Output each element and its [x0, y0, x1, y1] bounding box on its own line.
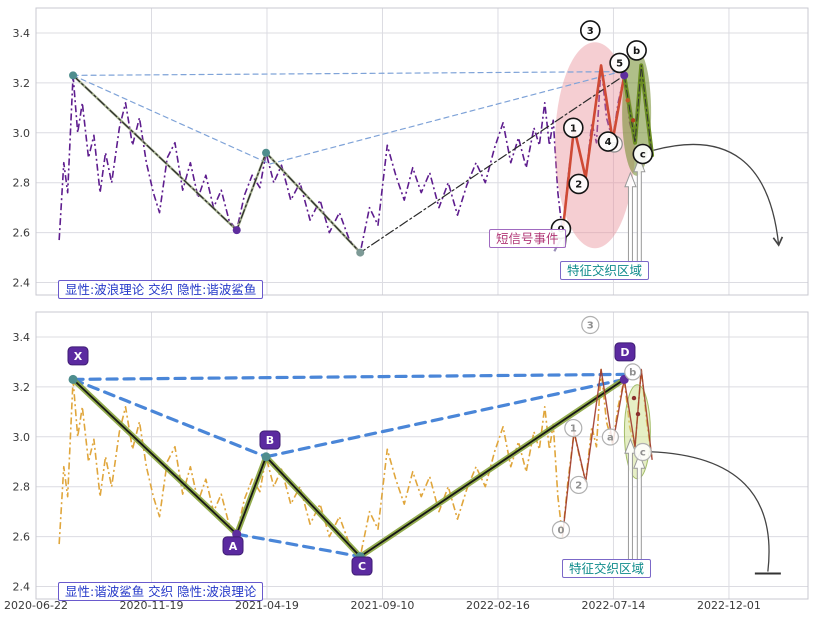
short-signal-label: 短信号事件 [489, 229, 566, 248]
wave-circle-0 [551, 520, 571, 539]
breakout-arrow [653, 143, 784, 247]
feature-zone-label-top: 特征交织区域 [560, 261, 650, 280]
wave-circle-3 [579, 20, 601, 41]
y-tick-label: 2.8 [13, 177, 31, 190]
panel-border [35, 311, 809, 600]
wave-circle-3 [581, 315, 600, 335]
target-arrow [649, 451, 770, 572]
wave-circle-label-b: b [633, 46, 640, 57]
wave-circle-label-b: b [629, 367, 636, 378]
y-tick-label: 3.4 [13, 331, 31, 344]
wave-circle-1 [564, 418, 583, 438]
y-tick-label: 2.8 [13, 481, 31, 494]
wave-impulse-red [561, 64, 626, 234]
y-tick-label: 2.4 [13, 277, 31, 290]
legend-top: 显性:波浪理论 交织 隐性:谐波鲨鱼 [58, 280, 264, 299]
x-tick-label: 2021-09-10 [351, 599, 415, 612]
marker-label-X: X [74, 350, 83, 363]
marker-B [259, 430, 281, 450]
wave-circle-label-0: 0 [557, 525, 564, 536]
x-tick-label: 2022-07-14 [581, 599, 645, 612]
y-tick-label: 3.2 [13, 77, 31, 90]
hidden-shark-dashdot [72, 74, 625, 254]
shark-ac-dashed [235, 532, 362, 559]
shark-legs-core [72, 378, 626, 558]
panel-top: 2.42.62.83.03.23.43b51a420c [13, 7, 809, 296]
marker-A [222, 536, 244, 556]
up-arrow [633, 156, 646, 269]
marker-label-A: A [229, 540, 238, 553]
wave-circle-label-c: c [640, 149, 646, 160]
marker-label-C: C [358, 560, 366, 573]
wave-circle-b [624, 363, 642, 381]
y-tick-label: 3.4 [13, 27, 31, 40]
wave-zone-ellipse [554, 42, 635, 249]
y-tick-label: 3.0 [13, 431, 31, 444]
up-arrow [633, 452, 646, 570]
point-X [69, 71, 78, 80]
signal-dot [630, 118, 636, 123]
wave-circle-c [632, 143, 654, 165]
wave-circle-label-c: c [640, 448, 646, 459]
shark-xb-dashed [71, 377, 268, 459]
panel-bottom: 2.4 2.6 2.8 3.0 3.2 3.4 X A B C D 3 b 1 a 2 0 c [13, 311, 809, 600]
shark-bd-dashed [264, 377, 626, 459]
marker-X [67, 346, 89, 366]
wave-circle-2 [569, 475, 588, 495]
x-tick-label: 2022-02-16 [466, 599, 530, 612]
point-B [261, 452, 271, 462]
wave-circle-label-2: 2 [575, 179, 582, 190]
wave-circle-1 [563, 117, 584, 139]
y-tick-label: 2.4 [13, 581, 31, 594]
hidden-xb-dashed [72, 74, 271, 165]
panel-border [35, 7, 809, 296]
shark-xd-dashed [71, 372, 626, 381]
wave-circle-a [601, 428, 619, 446]
marker-label-B: B [266, 434, 274, 447]
point-A [232, 226, 241, 235]
wave-circle-label-3: 3 [587, 320, 594, 331]
hidden-shark-olive [71, 74, 362, 254]
wave-circle-c [633, 442, 652, 462]
point-X [68, 374, 78, 384]
point-B [262, 148, 271, 157]
point-C [356, 248, 365, 257]
marker-label-D: D [620, 346, 629, 359]
wave-circle-label-1: 1 [570, 123, 577, 134]
y-tick-label: 2.6 [13, 227, 31, 240]
y-tick-label: 3.0 [13, 127, 31, 140]
wave-circle-label-3: 3 [587, 26, 594, 37]
x-tick-label: 2020-11-19 [120, 599, 184, 612]
wave-circle-b [626, 40, 647, 61]
shark-legs-glow [70, 376, 628, 560]
signal-dot [625, 98, 630, 103]
signal-dot [635, 411, 641, 417]
feature-zone-label-bottom: 特征交织区域 [562, 559, 652, 578]
marker-D [614, 342, 636, 362]
signal-dot [631, 395, 637, 401]
up-arrow [624, 171, 637, 264]
wave-circle-label-a: a [607, 433, 614, 444]
y-tick-label: 2.6 [13, 531, 31, 544]
wave-circle-label-1: 1 [570, 424, 577, 435]
marker-C [351, 556, 373, 576]
hidden-xd-dashed [72, 71, 622, 76]
x-tick-label: 2022-12-01 [697, 599, 761, 612]
wave-circle-2 [568, 173, 590, 195]
up-arrow [624, 437, 637, 563]
x-tick-label: 2021-04-19 [235, 599, 299, 612]
point-D [620, 71, 629, 80]
hidden-bd-dashed [269, 71, 622, 165]
wave-circle-4 [597, 131, 619, 152]
wave-circle-label-4: 4 [605, 137, 612, 148]
wave-circle-label-5: 5 [616, 58, 623, 69]
y-tick-label: 3.2 [13, 381, 31, 394]
legend-bottom: 显性:谐波鲨鱼 交织 隐性:波浪理论 [58, 582, 264, 601]
x-tick-label: 2020-06-22 [4, 599, 68, 612]
wave-circle-label-2: 2 [575, 480, 582, 491]
wave-abc-dashdot [623, 64, 653, 156]
wave-circle-5 [609, 52, 630, 74]
